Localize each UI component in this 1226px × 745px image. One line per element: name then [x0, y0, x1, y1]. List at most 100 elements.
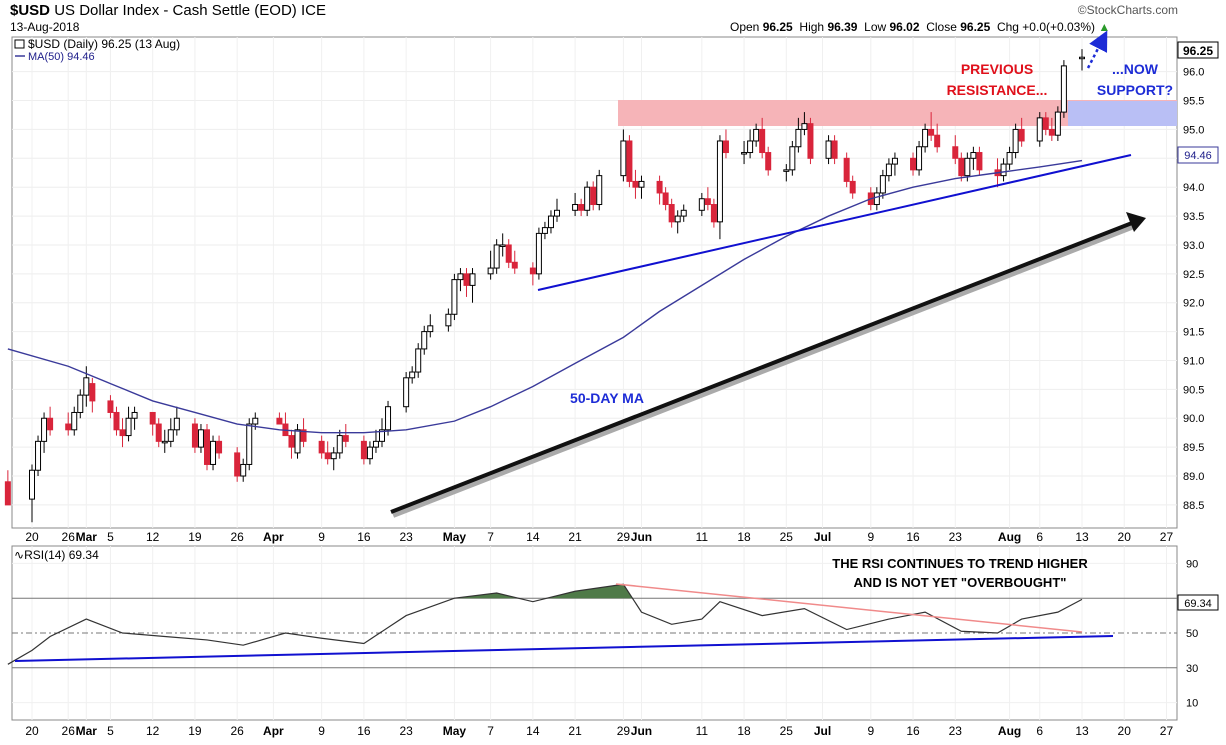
- rsi-tick-label: 30: [1186, 663, 1198, 675]
- candle-body: [29, 469, 35, 500]
- rsi-tick-label: 50: [1186, 628, 1198, 640]
- date-tick-label: 5: [107, 530, 114, 544]
- candle-body: [4, 481, 11, 506]
- candle-body: [300, 429, 307, 442]
- date-tick-label: 25: [780, 724, 794, 738]
- candle-body: [668, 204, 675, 223]
- date-tick-label: 19: [188, 530, 202, 544]
- candle-body: [753, 128, 760, 142]
- candle-body: [240, 463, 247, 477]
- price-tick-label: 94.0: [1183, 182, 1204, 194]
- candle-body: [801, 123, 808, 130]
- date-tick-label: May: [443, 530, 467, 544]
- price-tick-label: 88.5: [1183, 500, 1204, 512]
- price-axis-ticks: 88.5 89.0 89.5 90.0 90.5 91.0 91.5 92.0 92.5 93.0…: [1183, 67, 1204, 512]
- date-tick-label: 9: [867, 530, 874, 544]
- ma-value-box: [1177, 146, 1219, 164]
- candle-body: [336, 435, 343, 454]
- candle-body: [487, 267, 494, 275]
- candle-body: [403, 377, 410, 408]
- candle-body: [885, 163, 892, 177]
- candle-body: [873, 192, 880, 206]
- candles: [4, 49, 1085, 523]
- date-tick-label: 26: [62, 724, 76, 738]
- date-tick-label: Jul: [814, 530, 831, 544]
- candle-body: [379, 429, 385, 442]
- candle-body: [698, 198, 705, 211]
- stockcharts-logo[interactable]: ©StockCharts.com: [1077, 3, 1178, 17]
- candle-body: [342, 435, 349, 442]
- date-tick-label: 20: [1118, 530, 1132, 544]
- candle-body: [372, 440, 379, 448]
- candle-body: [765, 152, 772, 171]
- candle-body: [161, 440, 168, 444]
- candle-body: [469, 273, 476, 286]
- candle-body: [795, 128, 802, 148]
- date-tick-label: Aug: [998, 530, 1021, 544]
- rsi-value-box: [1177, 594, 1219, 611]
- candle-body: [843, 157, 850, 182]
- date-tick-label: 14: [526, 724, 540, 738]
- date-tick-label: 9: [867, 724, 874, 738]
- uptrend-arrowhead: [1126, 212, 1146, 232]
- candle-body: [710, 204, 717, 223]
- date-tick-label: 9: [318, 530, 325, 544]
- candle-body: [910, 157, 917, 171]
- candle-body: [1006, 152, 1013, 165]
- candle-body: [324, 452, 331, 460]
- date-tick-label: 11: [696, 530, 709, 544]
- candle-body: [535, 232, 542, 275]
- date-tick-label: Mar: [76, 530, 98, 544]
- date-tick-label: Jul: [814, 724, 831, 738]
- candle-body: [952, 146, 959, 159]
- candle-body: [173, 417, 180, 431]
- price-tick-label: 95.0: [1183, 124, 1204, 136]
- candle-body: [409, 371, 416, 379]
- candle-body: [41, 417, 48, 442]
- price-tick-label: 89.0: [1183, 471, 1204, 483]
- date-tick-label: 16: [357, 724, 371, 738]
- date-tick-label: 18: [737, 530, 751, 544]
- price-grid: [12, 37, 1177, 528]
- candle-body: [722, 140, 729, 154]
- candle-body: [541, 227, 548, 234]
- candle-body: [35, 440, 42, 471]
- candle-body: [584, 186, 591, 211]
- date-tick-label: 13: [1075, 724, 1089, 738]
- candle-body: [1000, 163, 1007, 177]
- uptrend-arrow: [390, 221, 1133, 514]
- candle-body: [922, 128, 929, 148]
- candle-body: [216, 440, 223, 454]
- uptrend-arrow-shadow: [391, 223, 1136, 518]
- rsi-axis-ticks: 1030507090: [1186, 558, 1198, 709]
- candle-body: [976, 152, 983, 171]
- date-tick-label: 23: [399, 724, 413, 738]
- resistance-note-line2: RESISTANCE...: [947, 82, 1048, 98]
- candle-body: [294, 429, 301, 454]
- candle-body: [970, 152, 977, 159]
- date-tick-label: 16: [906, 530, 920, 544]
- candle-body: [656, 180, 663, 194]
- date-tick-label: 5: [107, 724, 114, 738]
- resistance-note-line1: PREVIOUS: [961, 61, 1033, 77]
- date-tick-label: 23: [399, 530, 413, 544]
- candle-body: [385, 406, 392, 431]
- date-tick-label: Aug: [998, 724, 1021, 738]
- candle-body: [47, 417, 54, 431]
- last-price-label: 96.25: [1183, 44, 1213, 58]
- candle-body: [167, 429, 174, 442]
- candle-body: [77, 394, 84, 413]
- candle-body: [529, 267, 536, 275]
- date-tick-label: 20: [25, 724, 39, 738]
- candle-body: [1018, 128, 1025, 142]
- candle-body: [554, 209, 560, 217]
- symbol: $USD: [10, 2, 51, 19]
- date-tick-label: 6: [1036, 530, 1043, 544]
- price-tick-label: 95.5: [1183, 96, 1204, 108]
- candle-body: [1042, 117, 1049, 130]
- candle-body: [246, 423, 253, 465]
- candle-body: [1054, 111, 1061, 136]
- price-tick-label: 96.0: [1183, 67, 1204, 79]
- rsi-downtrend-line: [615, 583, 1083, 633]
- date-tick-label: Apr: [263, 530, 284, 544]
